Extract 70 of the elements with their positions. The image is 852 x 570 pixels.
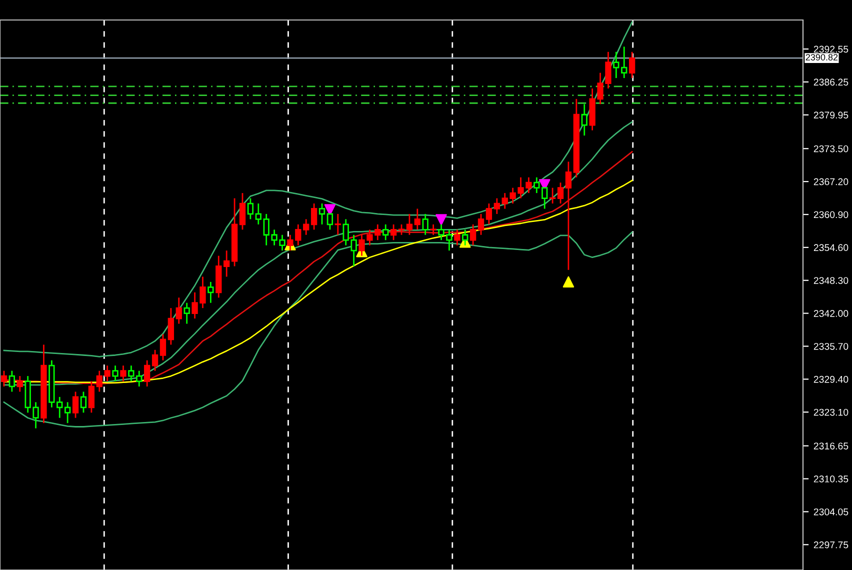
y-tick-label: 2354.60 [814,244,848,252]
line-series [3,21,633,358]
candlestick [160,334,166,362]
candlestick [486,202,492,226]
line-series [3,232,633,428]
candlestick [144,360,150,388]
candlestick [534,176,540,194]
y-tick-label: 2297.75 [814,541,848,548]
candlestick [542,187,548,210]
candlestick [176,296,182,324]
candlestick [628,51,636,79]
y-tick-label: 2373.50 [814,145,848,152]
candlestick [112,364,118,382]
y-tick-label: 2329.40 [814,376,848,383]
candlestick [247,198,254,220]
candlestick [16,375,23,392]
y-tick-label: 2392.55 [814,46,848,53]
candlestick [422,213,428,236]
candlestick [80,391,87,414]
candlestick [239,192,246,230]
candlestick [152,349,158,372]
candlestick [494,198,500,215]
candlestick [454,228,460,246]
candlestick [64,401,71,424]
candlestick [382,224,389,241]
candlestick [390,224,397,241]
point [436,214,447,226]
y-tick-label: 2310.35 [814,476,848,482]
candlestick [120,364,126,382]
y-tick-label: 2304.05 [814,508,848,516]
y-tick-label: 2316.65 [814,442,848,450]
candlestick [168,307,174,346]
candlestick [104,364,110,382]
y-tick-label: 2360.90 [814,211,848,218]
candlestick [462,228,468,246]
candlestick [621,46,628,79]
candlestick [208,281,214,304]
candlestick [326,213,334,230]
y-tick-label: 2342.00 [814,310,848,317]
candlestick [255,202,262,226]
candlestick [184,302,190,324]
candlestick [430,224,436,236]
candlestick [224,250,230,278]
candlestick [318,202,326,226]
candlestick [581,103,588,136]
y-tick-label: 2335.70 [814,342,848,350]
candlestick [565,160,572,271]
y-tick-label: 2367.20 [814,178,848,186]
y-tick-label: 2379.95 [814,112,848,119]
candlestick [406,213,413,236]
candlestick [398,224,405,236]
candlestick [303,218,310,236]
candlestick [8,370,16,392]
candlestick [310,202,318,230]
candlestick [613,51,620,79]
ref-line-label: 2390.82 [806,54,838,60]
candlestick [557,182,564,204]
y-tick-label: 2348.30 [814,277,848,284]
y-tick-label: 2386.25 [814,78,848,86]
candlestick [96,370,102,392]
candlestick [72,391,79,419]
candlestick [549,187,556,204]
point [562,276,574,288]
candlestick [470,224,476,246]
candlestick [334,213,341,236]
candlestick [478,213,484,236]
candlestick [414,208,420,230]
y-tick-label: 2323.10 [814,408,848,416]
candlestick [88,380,95,414]
candlestick [0,370,8,388]
